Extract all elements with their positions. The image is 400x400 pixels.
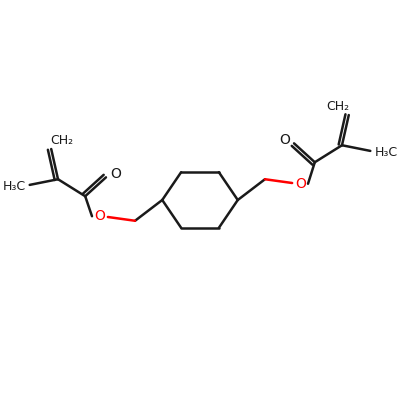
Text: CH₂: CH₂ [50,134,73,147]
Text: H₃C: H₃C [2,180,25,193]
Text: O: O [94,209,105,223]
Text: O: O [110,166,121,180]
Text: CH₂: CH₂ [327,100,350,113]
Text: O: O [295,177,306,191]
Text: O: O [279,132,290,146]
Text: H₃C: H₃C [375,146,398,159]
